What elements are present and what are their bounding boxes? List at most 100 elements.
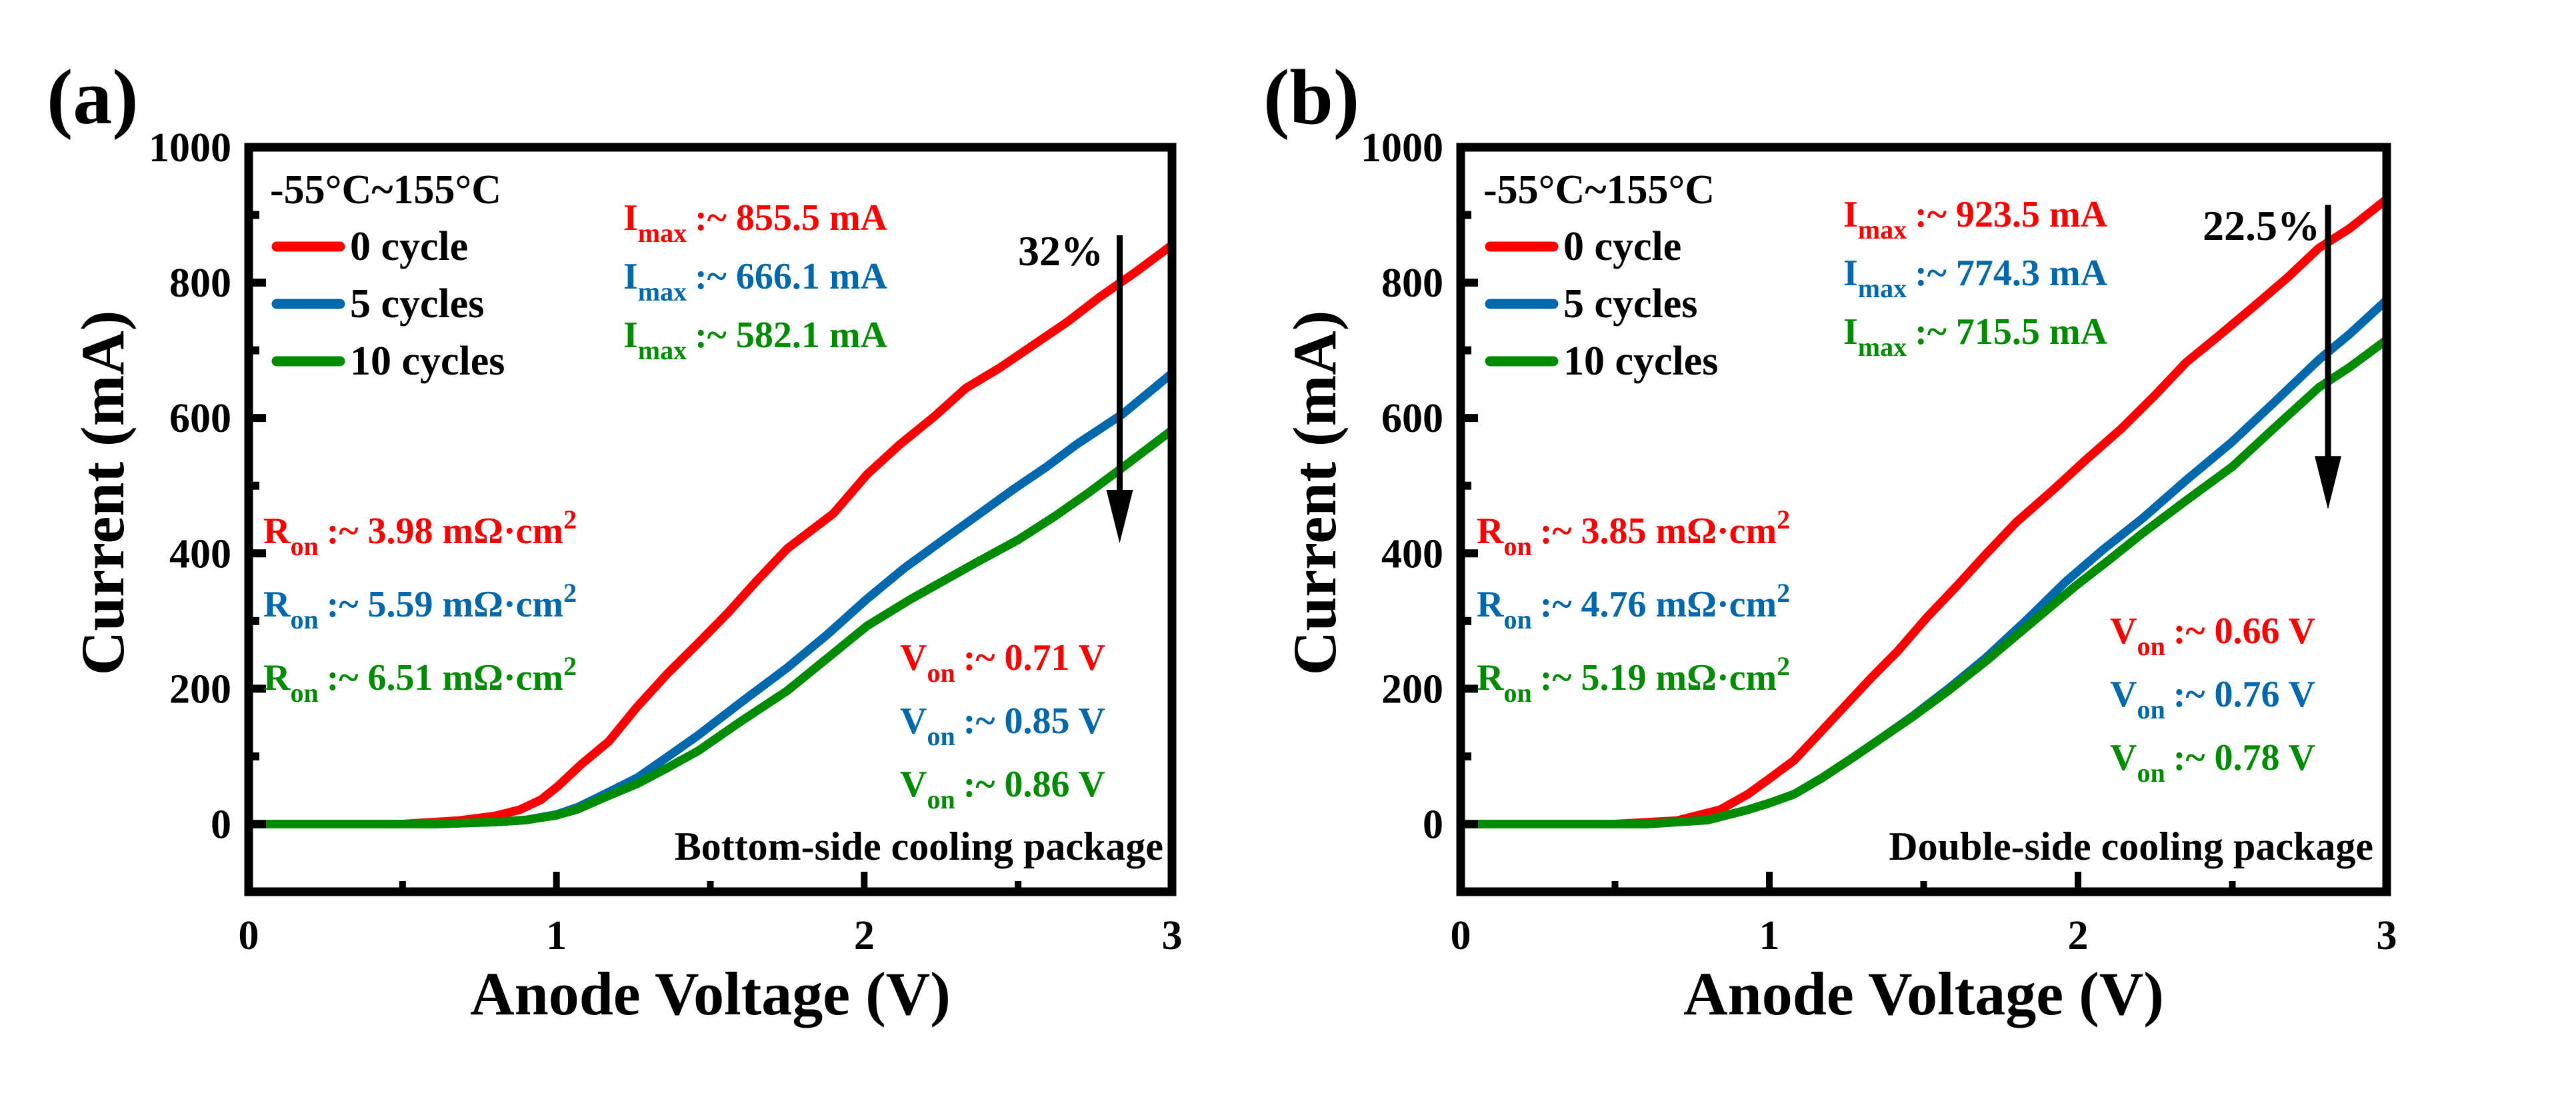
series-line-10-cycles xyxy=(1461,336,2389,828)
annotation-subscript: on xyxy=(927,721,955,751)
y-tick-label: 600 xyxy=(1381,396,1443,441)
annotation-value: :~ 582.1 mA xyxy=(695,315,887,356)
annotation-von: Von :~ 0.66 V xyxy=(2110,610,2315,661)
annotation-superscript: 2 xyxy=(563,651,577,681)
annotation-symbol: I xyxy=(623,256,638,297)
annotation-value: :~ 3.98 mΩ·cm xyxy=(327,511,563,552)
y-tick-label: 200 xyxy=(1381,666,1443,712)
x-tick-label: 3 xyxy=(2377,913,2397,958)
legend: -55°C~155°C 0 cycle 5 cycles 10 cycles xyxy=(270,167,505,384)
annotation-symbol: I xyxy=(1843,311,1858,353)
annotation-von: Von :~ 0.86 V xyxy=(900,764,1105,814)
annotation-value: :~ 855.5 mA xyxy=(695,197,887,239)
annotation-subscript: on xyxy=(1503,678,1531,708)
annotation-symbol: R xyxy=(1477,511,1504,552)
annotation-value: :~ 0.71 V xyxy=(963,637,1105,678)
annotation-symbol: V xyxy=(2110,674,2137,715)
reduction-percent: 32% xyxy=(1018,227,1103,275)
x-tick-label: 0 xyxy=(1451,913,1471,958)
annotation-value: :~ 715.5 mA xyxy=(1915,311,2107,353)
annotation-ron: Ron:~ 3.98 mΩ·cm2 xyxy=(263,505,577,561)
x-tick-label: 1 xyxy=(1759,913,1780,958)
annotation-subscript: on xyxy=(290,678,318,708)
annotation-value: :~ 0.78 V xyxy=(2173,737,2315,778)
annotation-symbol: I xyxy=(623,315,638,356)
legend-title: -55°C~155°C xyxy=(270,167,501,213)
y-tick-label: 600 xyxy=(169,396,231,441)
legend-label: 10 cycles xyxy=(1563,339,1718,384)
annotation-imax: Imax :~ 855.5 mA xyxy=(623,197,888,248)
legend-label: 0 cycle xyxy=(1563,224,1681,269)
annotation-symbol: V xyxy=(900,700,927,742)
annotation-symbol: V xyxy=(2110,737,2137,778)
y-tick-label: 1000 xyxy=(1361,125,1443,171)
annotation-von: Von :~ 0.78 V xyxy=(2110,737,2315,788)
package-label: Bottom-side cooling package xyxy=(675,824,1163,868)
annotation-symbol: R xyxy=(1477,657,1504,698)
series-line-0-cycle xyxy=(1461,195,2390,828)
panel-a: (a) 0 200 400 600 800 1000 0 1 2 3 Anode Voltage (V… xyxy=(47,53,1183,1028)
annotation-value: :~ 3.85 mΩ·cm xyxy=(1540,511,1777,552)
annotation-imax: Imax:~ 774.3 mA xyxy=(1843,253,2108,303)
annotation-symbol: I xyxy=(1843,253,1858,294)
x-tick-label: 0 xyxy=(239,913,259,958)
annotation-imax: Imax:~ 923.5 mA xyxy=(1843,194,2108,245)
series-line-0-cycle xyxy=(249,241,1175,828)
annotation-value: :~ 0.76 V xyxy=(2173,674,2315,715)
y-tick-label: 800 xyxy=(1381,261,1443,306)
y-tick-label: 400 xyxy=(1381,531,1443,576)
annotation-ron: Ron:~ 5.19 mΩ·cm2 xyxy=(1477,651,1790,708)
annotation-symbol: V xyxy=(2110,610,2137,652)
panel-label: (a) xyxy=(47,53,139,141)
annotation-subscript: max xyxy=(638,218,687,248)
annotation-symbol: V xyxy=(900,764,927,805)
annotation-subscript: on xyxy=(2137,758,2165,788)
y-tick-label: 1000 xyxy=(149,125,231,171)
x-tick-label: 3 xyxy=(1162,913,1183,958)
legend-title: -55°C~155°C xyxy=(1483,167,1715,213)
annotation-value: :~ 6.51 mΩ·cm xyxy=(327,657,563,698)
annotation-symbol: R xyxy=(263,657,291,698)
arrow-down-icon xyxy=(2315,456,2342,510)
annotations: Imax:~ 923.5 mA Imax:~ 774.3 mA Imax:~ 715… xyxy=(1477,194,2315,788)
series-line-10-cycles xyxy=(249,427,1175,828)
annotation-ron: Ron:~ 5.59 mΩ·cm2 xyxy=(263,578,577,634)
annotation-value: :~ 4.76 mΩ·cm xyxy=(1540,584,1777,625)
annotation-subscript: on xyxy=(2137,694,2165,724)
y-tick-label: 200 xyxy=(169,666,231,712)
y-tick-label: 400 xyxy=(169,531,231,576)
panel-b: (b) 0 200 400 600 800 1000 0 1 2 3 Anode Voltage (V… xyxy=(1263,53,2397,1028)
x-tick-label: 1 xyxy=(546,913,567,958)
annotation-imax: Imax:~ 715.5 mA xyxy=(1843,311,2108,362)
x-tick-label: 2 xyxy=(854,913,875,958)
annotation-value: :~ 5.59 mΩ·cm xyxy=(327,584,563,625)
annotation-value: :~ 774.3 mA xyxy=(1915,253,2107,294)
annotation-value: :~ 0.85 V xyxy=(963,700,1105,742)
annotations: Imax:~ 855.5 mA Imax:~ 666.1 mA Imax:~ 582… xyxy=(263,197,1105,814)
annotation-subscript: on xyxy=(2137,631,2165,661)
annotation-value: :~ 923.5 mA xyxy=(1915,194,2107,235)
annotation-ron: Ron:~ 4.76 mΩ·cm2 xyxy=(1477,578,1790,634)
annotation-ron: Ron :~ 6.51 mΩ·cm2 xyxy=(263,651,577,708)
annotation-symbol: I xyxy=(623,197,638,239)
package-label: Double-side cooling package xyxy=(1889,824,2373,868)
legend: -55°C~155°C 0 cycle 5 cycles 10 cycles xyxy=(1483,167,1718,384)
annotation-subscript: on xyxy=(1503,604,1531,634)
annotation-subscript: max xyxy=(638,277,687,307)
annotation-value: :~ 0.86 V xyxy=(963,764,1105,805)
y-tick-label: 0 xyxy=(211,802,231,847)
y-axis-title: Current (mA) xyxy=(1281,311,1349,676)
annotation-imax: Imax :~ 582.1 mA xyxy=(623,315,888,365)
x-axis-title: Anode Voltage (V) xyxy=(470,960,951,1028)
annotation-von: Von:~ 0.71 V xyxy=(900,637,1105,688)
annotation-value: :~ 5.19 mΩ·cm xyxy=(1540,657,1777,698)
annotation-subscript: max xyxy=(638,335,687,365)
annotation-imax: Imax:~ 666.1 mA xyxy=(623,256,888,307)
legend-label: 0 cycle xyxy=(350,224,468,269)
annotation-subscript: on xyxy=(927,784,955,814)
annotation-value: :~ 0.66 V xyxy=(2173,610,2315,652)
annotation-symbol: R xyxy=(263,511,291,552)
annotation-superscript: 2 xyxy=(563,505,577,535)
annotation-subscript: on xyxy=(927,658,955,688)
